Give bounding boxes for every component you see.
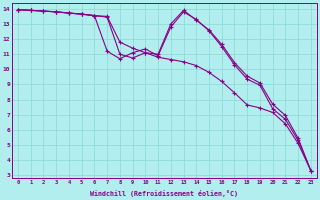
X-axis label: Windchill (Refroidissement éolien,°C): Windchill (Refroidissement éolien,°C) xyxy=(91,190,238,197)
